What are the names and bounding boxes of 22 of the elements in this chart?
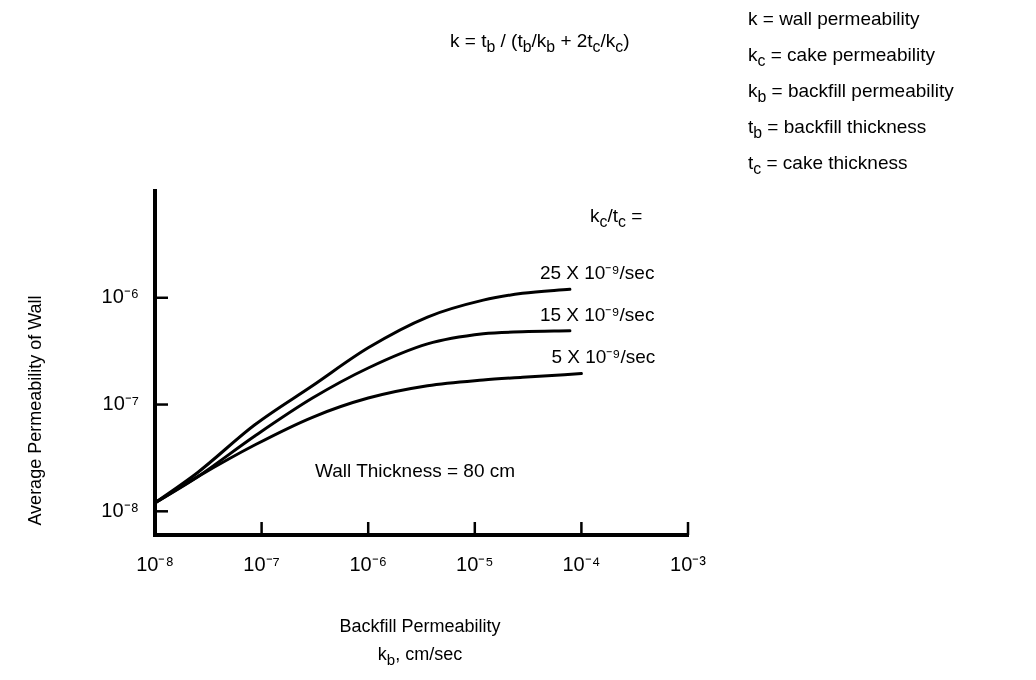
text: k = t$_{b}$ / (t$_{b}$/k$_{b}$ + 2t$_{c}$/k$_{c}$) bbox=[450, 30, 630, 55]
legend-title: k$_{c}$/t$_{c}$ = bbox=[590, 205, 643, 231]
annotation: Wall Thickness = 80 cm bbox=[315, 460, 516, 482]
text: t$_{c}$ = cake thickness bbox=[748, 152, 908, 178]
series-label: 15 X 10⁻⁹/sec bbox=[539, 303, 655, 325]
x-tick-label: 10⁻⁸ bbox=[136, 552, 174, 575]
text: k = wall permeability bbox=[748, 8, 920, 30]
text: t$_{b}$ = backfill thickness bbox=[748, 116, 927, 142]
y-axis-title: Average Permeability of Wall bbox=[24, 294, 46, 528]
y-tick-label: 10⁻⁸ bbox=[101, 498, 139, 521]
text: k$_{b}$ = backfill permeability bbox=[748, 80, 954, 106]
x-tick-label: 10⁻⁴ bbox=[562, 552, 601, 575]
text: k$_{c}$ = cake permeability bbox=[748, 44, 935, 70]
y-tick-label: 10⁻⁷ bbox=[102, 392, 139, 415]
x-tick-label: 10⁻⁵ bbox=[456, 552, 494, 575]
x-tick-label: 10⁻³ bbox=[670, 552, 707, 575]
series-label: 25 X 10⁻⁹/sec bbox=[539, 262, 655, 284]
x-tick-label: 10⁻⁷ bbox=[243, 552, 280, 575]
x-tick-label: 10⁻⁶ bbox=[349, 552, 387, 575]
x-axis-title: Backfill Permeability k$_{b}$, cm/sec bbox=[338, 615, 502, 670]
series-label: 5 X 10⁻⁹/sec bbox=[551, 346, 656, 368]
y-tick-label: 10⁻⁶ bbox=[101, 285, 139, 308]
